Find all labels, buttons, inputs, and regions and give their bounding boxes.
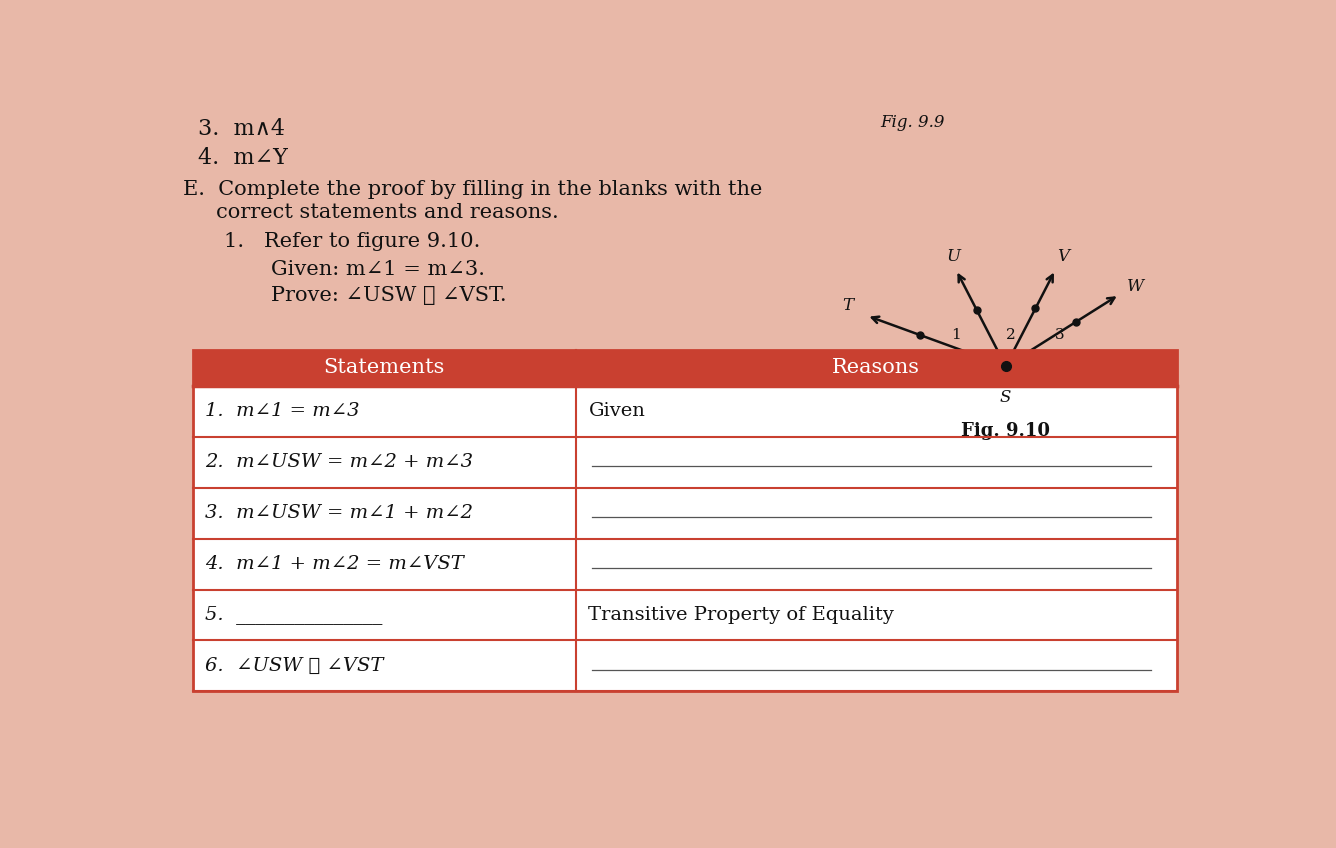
- Text: 2.  m∠USW = m∠2 + m∠3: 2. m∠USW = m∠2 + m∠3: [206, 453, 473, 471]
- Text: E.  Complete the proof by filling in the blanks with the: E. Complete the proof by filling in the …: [183, 180, 762, 199]
- Text: 2: 2: [1006, 328, 1015, 342]
- Text: Prove: ∠USW ≅ ∠VST.: Prove: ∠USW ≅ ∠VST.: [271, 286, 506, 305]
- Text: Transitive Property of Equality: Transitive Property of Equality: [588, 606, 894, 624]
- Text: Given: m∠1 = m∠3.: Given: m∠1 = m∠3.: [271, 259, 485, 279]
- Bar: [192, 437, 1177, 488]
- Text: Fig. 9.10: Fig. 9.10: [961, 421, 1050, 440]
- Text: correct statements and reasons.: correct statements and reasons.: [183, 203, 558, 222]
- Bar: [192, 350, 1177, 691]
- Text: 4.  m∠1 + m∠2 = m∠VST: 4. m∠1 + m∠2 = m∠VST: [206, 555, 464, 573]
- Text: 1.  m∠1 = m∠3: 1. m∠1 = m∠3: [206, 402, 359, 421]
- Bar: [192, 640, 1177, 691]
- Bar: [192, 350, 1177, 386]
- Text: S: S: [999, 389, 1011, 406]
- Text: W: W: [1128, 278, 1145, 295]
- Bar: [192, 488, 1177, 538]
- Text: U: U: [946, 248, 961, 265]
- Text: 4.  m∠Y: 4. m∠Y: [198, 148, 289, 170]
- Bar: [192, 589, 1177, 640]
- Text: Statements: Statements: [323, 359, 445, 377]
- Text: 1: 1: [951, 328, 961, 342]
- Text: Fig. 9.9: Fig. 9.9: [880, 114, 945, 131]
- Text: Reasons: Reasons: [832, 359, 921, 377]
- Text: 1.   Refer to figure 9.10.: 1. Refer to figure 9.10.: [224, 232, 481, 251]
- Text: V: V: [1058, 248, 1070, 265]
- Text: T: T: [843, 297, 854, 314]
- Bar: [192, 386, 1177, 437]
- Text: 3: 3: [1054, 328, 1065, 342]
- Text: 3.  m∠USW = m∠1 + m∠2: 3. m∠USW = m∠1 + m∠2: [206, 504, 473, 522]
- Text: 6.  ∠USW ≅ ∠VST: 6. ∠USW ≅ ∠VST: [206, 657, 383, 675]
- Text: 5.  _______________: 5. _______________: [206, 605, 382, 624]
- Text: 3.  m∧4: 3. m∧4: [198, 118, 285, 140]
- Text: Given: Given: [588, 402, 645, 421]
- Bar: [192, 538, 1177, 589]
